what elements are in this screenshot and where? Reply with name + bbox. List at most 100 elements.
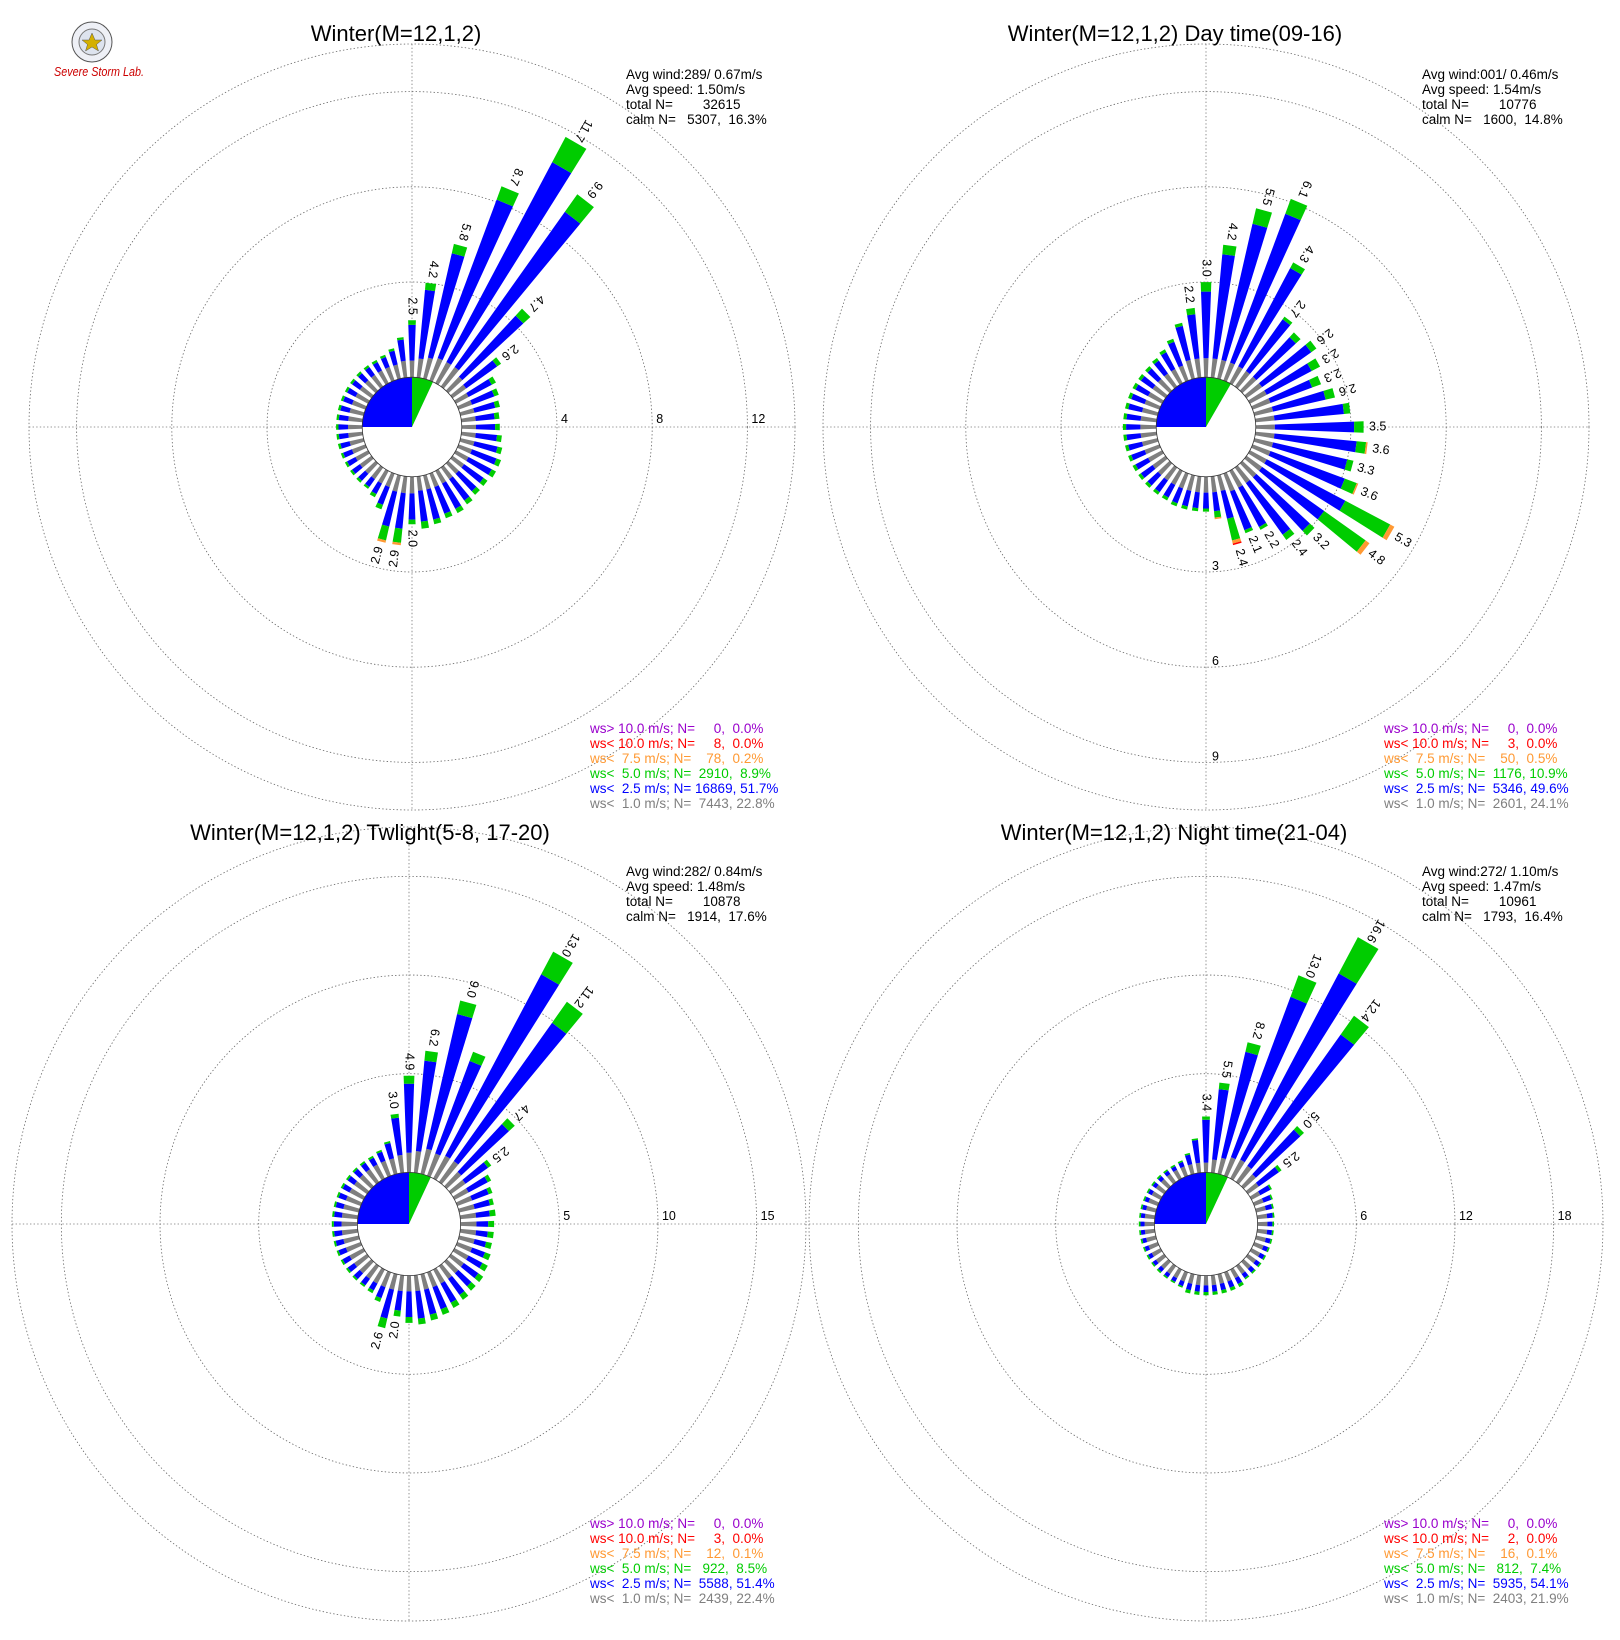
wind-bar-segment [435, 362, 452, 385]
wind-bar-segment [1164, 465, 1178, 481]
wind-bar [1229, 262, 1305, 385]
bar-value-label: 2.1 [1246, 534, 1266, 555]
wind-bar-segment [448, 1275, 465, 1295]
wind-bar-segment [336, 1250, 341, 1257]
bar-value-label: 2.6 [1314, 326, 1336, 348]
wind-bar-segment [415, 1060, 437, 1152]
wind-bar [392, 476, 408, 546]
wind-bar-segment [471, 486, 480, 495]
legend-entry: ws> 10.0 m/s; N= 0, 0.0% [589, 721, 763, 736]
wind-bar-segment [475, 413, 495, 421]
wind-bar-segment [371, 359, 378, 365]
wind-bar-segment [1232, 538, 1242, 544]
wind-bar-segment [353, 1269, 364, 1280]
wind-bar-segment [1140, 416, 1157, 423]
ring-3 [76, 91, 748, 763]
wind-bar-segment [337, 443, 342, 450]
bar-value-label: 9.9 [584, 179, 606, 201]
wind-bar-segment [1212, 491, 1221, 512]
wind-bar [359, 1263, 380, 1287]
wind-bar [1251, 444, 1359, 495]
wind-bar-segment [494, 458, 502, 467]
wind-bar-segment [470, 390, 495, 405]
wind-bar [1174, 322, 1195, 380]
wind-bar-segment [1152, 358, 1159, 365]
wind-bar-segment [1248, 390, 1267, 404]
wind-bar-segment [350, 469, 356, 476]
wind-bar-segment [1255, 1167, 1279, 1187]
wind-bar-segment [1221, 223, 1268, 362]
wind-bar-segment [466, 1255, 483, 1269]
wind-bar-segment [1174, 322, 1183, 328]
wind-bar-segment [486, 1186, 493, 1195]
wind-bar-segment [420, 1148, 432, 1175]
wind-bar-segment [1128, 454, 1134, 462]
wind-bar-segment [1151, 1191, 1163, 1200]
wind-bar-segment [1123, 434, 1128, 441]
bar-value-label: 2.9 [386, 549, 402, 568]
bar-value-label: 4.3 [1296, 243, 1317, 265]
wind-bar-segment [372, 362, 382, 373]
wind-bar-segment [1140, 1221, 1145, 1227]
wind-bar-segment [392, 474, 401, 492]
wind-bar [1244, 455, 1370, 555]
wind-bar-segment [346, 1174, 351, 1181]
wind-bar [457, 388, 499, 410]
wind-bar-segment [444, 511, 453, 519]
wind-bar-segment [1158, 1265, 1165, 1272]
wind-bar-segment [1307, 358, 1321, 371]
wind-bar [1128, 392, 1161, 410]
legend-entry: ws< 7.5 m/s; N= 16, 0.1% [1383, 1546, 1557, 1561]
wind-bar-segment [1151, 1262, 1156, 1267]
wind-bar-segment [444, 1259, 459, 1274]
wind-bar [376, 1149, 391, 1178]
wind-bar [420, 1000, 477, 1175]
wind-bar-segment [358, 373, 369, 384]
wind-bar-segment [365, 476, 375, 487]
wind-bar-segment [1175, 325, 1191, 362]
wind-bar-segment [1264, 1204, 1273, 1211]
wind-bar-segment [361, 1162, 370, 1173]
legend-entry: ws< 5.0 m/s; N= 922, 8.5% [589, 1561, 767, 1576]
wind-bar-segment [420, 520, 429, 529]
wind-bar-segment [1244, 527, 1254, 534]
wind-bar-segment [1184, 1152, 1191, 1156]
wind-bar-segment [1148, 1252, 1154, 1259]
wind-bar [440, 465, 473, 505]
wind-bar-segment [1289, 332, 1301, 344]
wind-bar-segment [1252, 1129, 1301, 1178]
stat-line: calm N= 1600, 14.8% [1422, 112, 1563, 127]
wind-bar-segment [1271, 1203, 1274, 1209]
wind-bar [461, 431, 502, 443]
wind-bar-segment [1266, 1247, 1270, 1253]
wind-bar-segment [1144, 444, 1161, 455]
wind-bar-segment [1147, 471, 1162, 486]
wind-bar [1140, 1204, 1157, 1213]
wind-bar-segment [1182, 489, 1192, 507]
wind-bar-segment [1148, 1198, 1160, 1206]
wind-bar-segment [359, 1259, 374, 1274]
wind-bar [340, 444, 367, 459]
wind-bar-segment [346, 1267, 351, 1274]
wind-bar-segment [1245, 319, 1291, 374]
bar-value-label: 5.3 [1392, 530, 1414, 551]
wind-bar-segment [1267, 1221, 1273, 1227]
wind-bar-segment [340, 1259, 346, 1266]
wind-bar-segment [380, 1160, 391, 1178]
wind-bar [377, 1273, 398, 1329]
wind-bar-segment [1180, 1166, 1188, 1178]
wind-bar-segment [1139, 1230, 1142, 1236]
wind-bar-segment [479, 477, 488, 486]
wind-bar-segment [1191, 1138, 1198, 1141]
stat-line: Avg speed: 1.54m/s [1422, 82, 1541, 97]
wind-bar-segment [1268, 379, 1313, 403]
legend-entry: ws> 10.0 m/s; N= 0, 0.0% [589, 1516, 763, 1531]
wind-bar [1210, 244, 1237, 378]
wind-bar [427, 1051, 486, 1178]
wind-bar-segment [1202, 508, 1210, 512]
wind-bar-segment [345, 1242, 363, 1253]
wind-bar-segment [1170, 501, 1178, 507]
logo: Severe Storm Lab. [54, 21, 144, 79]
wind-bar-segment [333, 1201, 337, 1208]
wind-bar-segment [353, 1168, 364, 1179]
